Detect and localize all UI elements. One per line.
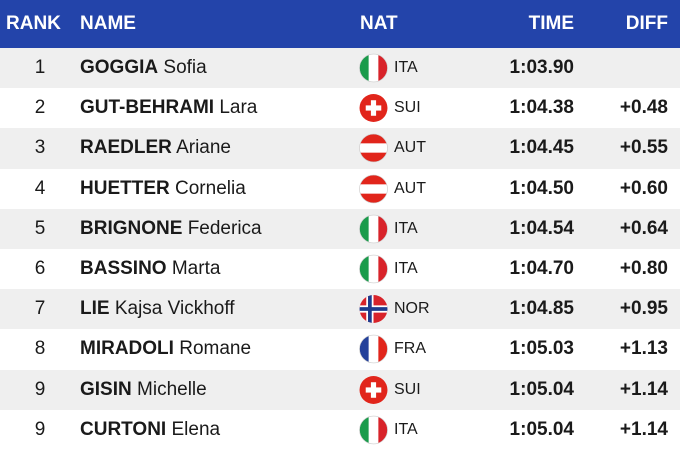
time: 1:05.04 — [509, 418, 574, 440]
nation: ITA — [394, 59, 418, 77]
given-name: Cornelia — [175, 177, 246, 199]
given-name: Romane — [179, 338, 252, 360]
nation: SUI — [394, 99, 421, 117]
surname: BASSINO — [80, 258, 167, 280]
diff: +0.64 — [619, 217, 668, 239]
athlete-name: RAEDLER Ariane — [80, 137, 231, 159]
rank: 9 — [34, 418, 46, 440]
athlete-name: MIRADOLI Romane — [80, 338, 251, 360]
rank: 3 — [34, 137, 46, 159]
nation: ITA — [394, 420, 418, 438]
given-name: Kajsa Vickhoff — [114, 298, 235, 320]
nation: ITA — [394, 219, 418, 237]
athlete-name: LIE Kajsa Vickhoff — [80, 298, 235, 320]
time: 1:04.54 — [509, 217, 574, 239]
table-row: 7 LIE Kajsa Vickhoff NOR 1:04.85 +0.95 — [0, 289, 680, 330]
table-row: 9 CURTONI Elena ITA 1:05.04 +1.14 — [0, 410, 680, 450]
athlete-name: GUT-BEHRAMI Lara — [80, 97, 257, 119]
header-time[interactable]: TIME — [528, 13, 574, 34]
time: 1:05.03 — [509, 338, 574, 360]
diff: +0.80 — [619, 258, 668, 280]
flag — [359, 54, 388, 83]
nation: AUT — [394, 179, 426, 197]
rank: 7 — [34, 298, 46, 320]
flag — [359, 174, 388, 203]
time: 1:04.50 — [509, 177, 574, 199]
flag — [359, 214, 388, 243]
given-name: Federica — [187, 217, 262, 239]
header-name[interactable]: NAME — [80, 13, 136, 34]
given-name: Marta — [171, 258, 221, 280]
time: 1:04.38 — [509, 97, 574, 119]
diff: +1.13 — [619, 338, 668, 360]
athlete-name: BASSINO Marta — [80, 258, 220, 280]
time: 1:04.70 — [509, 258, 574, 280]
athlete-name: BRIGNONE Federica — [80, 218, 262, 240]
athlete-name: GOGGIA Sofia — [80, 57, 207, 79]
time: 1:04.45 — [509, 137, 574, 159]
diff: +0.55 — [619, 137, 668, 159]
rank: 8 — [34, 338, 46, 360]
header-diff[interactable]: DIFF — [625, 13, 668, 34]
given-name: Ariane — [176, 137, 231, 159]
surname: GUT-BEHRAMI — [80, 97, 215, 119]
table-row: 3 RAEDLER Ariane AUT 1:04.45 +0.55 — [0, 128, 680, 169]
rank: 6 — [34, 258, 46, 280]
given-name: Elena — [171, 418, 221, 440]
table-row: 4 HUETTER Cornelia AUT 1:04.50 +0.60 — [0, 169, 680, 209]
diff: +0.48 — [619, 97, 668, 119]
nation: FRA — [394, 340, 426, 358]
athlete-name: GISIN Michelle — [80, 379, 207, 401]
table-body: 1 GOGGIA Sofia ITA 1:03.90 2 GUT-BEHRAMI Lar… — [0, 48, 680, 450]
time: 1:04.85 — [509, 298, 574, 320]
surname: LIE — [80, 298, 110, 320]
given-name: Lara — [219, 97, 258, 119]
surname: RAEDLER — [80, 137, 172, 159]
athlete-name: HUETTER Cornelia — [80, 178, 246, 200]
surname: CURTONI — [80, 418, 167, 440]
surname: HUETTER — [80, 177, 170, 199]
time: 1:05.04 — [509, 378, 574, 400]
rank: 9 — [34, 378, 46, 400]
table-header: RANK NAME NAT TIME DIFF — [0, 0, 680, 48]
diff: +0.60 — [619, 177, 668, 199]
diff: +1.14 — [619, 418, 668, 440]
diff: +0.95 — [619, 298, 668, 320]
given-name: Michelle — [137, 378, 207, 400]
rank: 5 — [34, 217, 46, 239]
time: 1:03.90 — [509, 57, 574, 79]
surname: BRIGNONE — [80, 217, 183, 239]
surname: GOGGIA — [80, 57, 159, 79]
table-row: 5 BRIGNONE Federica ITA 1:04.54 +0.64 — [0, 208, 680, 249]
header-rank[interactable]: RANK — [6, 13, 61, 34]
nation: SUI — [394, 380, 421, 398]
flag — [359, 255, 388, 284]
given-name: Sofia — [163, 57, 207, 79]
rank: 4 — [34, 177, 46, 199]
table-row: 8 MIRADOLI Romane FRA 1:05.03 +1.13 — [0, 329, 680, 369]
rank: 1 — [34, 57, 46, 79]
flag — [359, 335, 388, 364]
flag — [359, 375, 388, 404]
rank: 2 — [34, 97, 46, 119]
table-row: 2 GUT-BEHRAMI Lara SUI 1:04.38 +0.48 — [0, 88, 680, 128]
flag — [359, 94, 388, 123]
nation: NOR — [394, 300, 430, 318]
table-row: 1 GOGGIA Sofia ITA 1:03.90 — [0, 48, 680, 89]
nation: AUT — [394, 139, 426, 157]
athlete-name: CURTONI Elena — [80, 419, 220, 441]
table-row: 6 BASSINO Marta ITA 1:04.70 +0.80 — [0, 249, 680, 289]
table-row: 9 GISIN Michelle SUI 1:05.04 +1.14 — [0, 369, 680, 410]
surname: GISIN — [80, 378, 132, 400]
diff: +1.14 — [619, 378, 668, 400]
flag — [359, 134, 388, 163]
header-nat[interactable]: NAT — [360, 13, 398, 34]
surname: MIRADOLI — [80, 338, 174, 360]
flag — [359, 415, 388, 444]
flag — [359, 295, 388, 324]
nation: ITA — [394, 260, 418, 278]
